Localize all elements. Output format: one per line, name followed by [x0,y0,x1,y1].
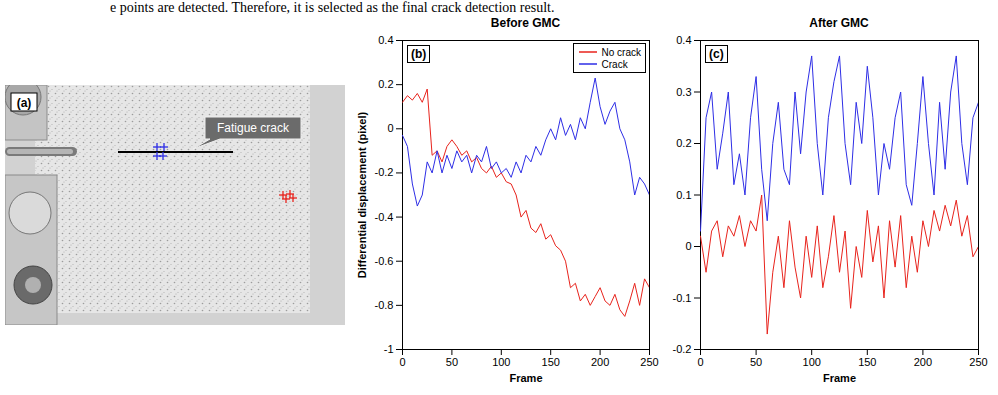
svg-text:50: 50 [750,356,762,368]
svg-text:-1: -1 [384,343,394,355]
svg-text:150: 150 [542,356,560,368]
html-text:Before GMC: Before GMC [490,16,561,30]
html-text:After GMC: After GMC [809,16,869,30]
svg-text:0: 0 [697,356,703,368]
svg-text:100: 100 [492,356,510,368]
html-text:e points are detected. Therefo: e points are detected. Therefore, it is … [110,0,555,15]
html-text:Crack: Crack [601,58,628,70]
svg-text:(a): (a) [17,96,32,110]
svg-text:0: 0 [685,240,691,252]
svg-text:0: 0 [387,122,393,134]
svg-text:200: 200 [914,356,932,368]
svg-text:250: 250 [640,356,658,368]
svg-text:-0.4: -0.4 [375,211,394,223]
html-text:No crack: No crack [601,46,641,58]
svg-text:250: 250 [969,356,987,368]
svg-text:0.4: 0.4 [378,34,393,46]
html-text:(b): (b) [411,47,427,61]
svg-text:150: 150 [858,356,876,368]
svg-text:0: 0 [399,356,405,368]
html-text:(c): (c) [709,47,724,61]
svg-text:-0.8: -0.8 [375,299,394,311]
svg-text:-0.6: -0.6 [375,255,394,267]
svg-text:Differential displacement (pix: Differential displacement (pixel) [356,112,368,279]
svg-text:0.3: 0.3 [676,86,691,98]
svg-text:0.2: 0.2 [676,137,691,149]
svg-text:0.1: 0.1 [676,189,691,201]
svg-text:50: 50 [446,356,458,368]
svg-text:-0.2: -0.2 [375,166,394,178]
svg-text:Fatigue crack: Fatigue crack [217,121,290,135]
svg-text:100: 100 [803,356,821,368]
svg-text:200: 200 [591,356,609,368]
svg-text:0.4: 0.4 [676,34,691,46]
svg-text:Frame: Frame [509,372,542,384]
svg-text:Frame: Frame [823,372,856,384]
svg-text:-0.1: -0.1 [673,292,692,304]
svg-text:-0.2: -0.2 [673,343,692,355]
svg-text:0.2: 0.2 [378,78,393,90]
